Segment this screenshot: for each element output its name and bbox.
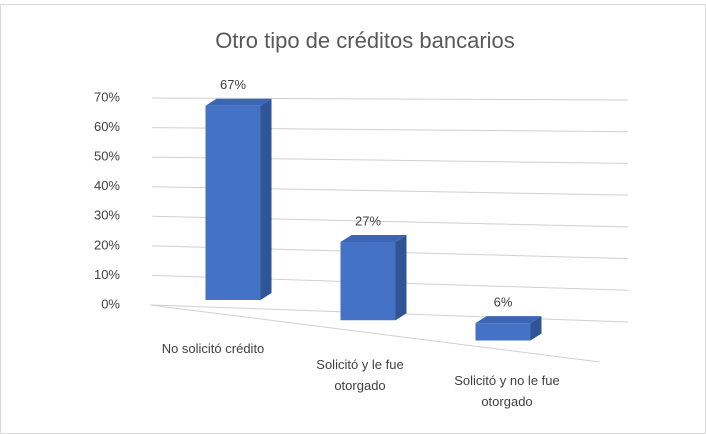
bar-side bbox=[530, 316, 542, 341]
x-tick-label: No solicitó crédito bbox=[161, 341, 265, 356]
value-label: 6% bbox=[494, 295, 513, 310]
bar-front bbox=[205, 105, 261, 300]
y-tick-label: 0% bbox=[101, 296, 120, 311]
bar-top bbox=[475, 316, 542, 324]
bar-top bbox=[205, 98, 272, 106]
y-tick-label: 70% bbox=[94, 89, 120, 104]
bar-front bbox=[475, 323, 531, 341]
y-tick-label: 20% bbox=[94, 237, 120, 252]
bar-side bbox=[260, 98, 272, 300]
bar-top bbox=[340, 234, 407, 242]
bar-side bbox=[395, 234, 407, 321]
bar bbox=[340, 234, 407, 321]
bar bbox=[205, 98, 272, 300]
bar-front bbox=[340, 241, 396, 321]
floor-edge bbox=[149, 304, 601, 363]
y-tick-label: 50% bbox=[94, 149, 120, 164]
y-tick-label: 30% bbox=[94, 208, 120, 223]
x-tick-label: Solicitó y no le fue otorgado bbox=[454, 373, 560, 409]
value-label: 67% bbox=[220, 77, 246, 92]
y-tick-label: 10% bbox=[94, 267, 120, 282]
chart-title: Otro tipo de créditos bancarios bbox=[215, 28, 515, 53]
bar bbox=[475, 316, 542, 341]
y-tick-label: 40% bbox=[94, 178, 120, 193]
value-label: 27% bbox=[355, 213, 381, 228]
grid-line bbox=[151, 97, 629, 101]
y-tick-label: 60% bbox=[94, 119, 120, 134]
x-tick-label: Solicitó y le fue otorgado bbox=[316, 357, 404, 393]
